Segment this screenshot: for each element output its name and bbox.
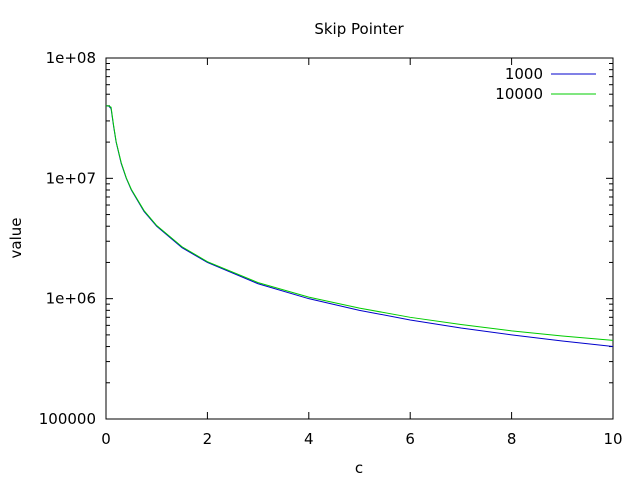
y-axis-label: value [7,218,25,259]
x-tick-label: 8 [507,430,517,448]
series-line-1000 [106,105,614,348]
legend: 1000 10000 [495,65,596,103]
plot-frame [105,57,614,420]
y-tick-label: 1e+08 [46,49,96,67]
x-tick-label: 2 [203,430,213,448]
chart-title: Skip Pointer [314,20,404,38]
y-tick-label: 1e+06 [46,290,96,308]
x-tick-label: 0 [101,430,111,448]
series-line-10000 [106,105,614,341]
x-tick-label: 10 [603,430,622,448]
y-tick-label: 100000 [39,410,96,428]
legend-label-10000: 10000 [495,85,543,103]
x-tick-label: 6 [405,430,415,448]
y-tick-label: 1e+07 [46,169,96,187]
x-axis-label: c [355,459,363,477]
series-layer [106,105,614,348]
legend-label-1000: 1000 [505,65,543,83]
axis-ticks: 0 2 4 6 8 10 100000 1e+06 1e+07 1e+08 [39,49,623,448]
x-tick-label: 4 [304,430,314,448]
